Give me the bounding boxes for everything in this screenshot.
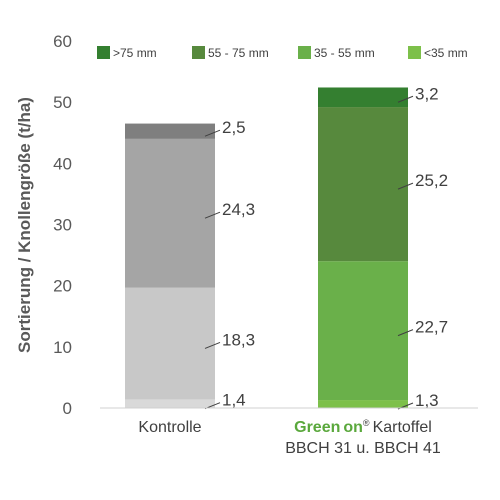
legend-label: 55 - 75 mm	[208, 46, 269, 60]
data-label: 1,3	[415, 391, 439, 410]
data-label-leader	[397, 329, 414, 337]
bars	[125, 87, 408, 408]
data-label: 3,2	[415, 84, 439, 103]
data-label-leader	[204, 211, 221, 219]
brand-name: Green	[294, 419, 340, 436]
data-label-leader	[204, 129, 221, 137]
data-label-leader	[397, 95, 414, 103]
bar-segment	[125, 287, 215, 400]
category-label-brand-line: Green on® Kartoffel	[294, 418, 432, 436]
bar-segment	[125, 138, 215, 288]
legend-label: >75 mm	[113, 46, 157, 60]
category-labels: Kontrolle Green on® Kartoffel BBCH 31 u. BBC…	[138, 418, 440, 457]
y-tick-label: 20	[53, 277, 72, 296]
bar-segment	[318, 261, 408, 401]
data-label: 2,5	[222, 118, 246, 137]
bar-segment	[125, 123, 215, 139]
legend-label: <35 mm	[424, 46, 468, 60]
legend-swatch	[408, 46, 421, 59]
y-axis-label: Sortierung / Knollengröße (t/ha)	[15, 97, 34, 353]
legend-label: 35 - 55 mm	[314, 46, 375, 60]
data-label-leader	[204, 342, 221, 349]
data-label: 1,4	[222, 391, 246, 410]
y-axis-ticks: 0 10 20 30 40 50 60	[53, 32, 72, 418]
bar-segment	[318, 107, 408, 262]
y-axis-title: Sortierung / Knollengröße (t/ha)	[15, 97, 34, 353]
bar-segment	[318, 400, 408, 408]
y-tick-label: 30	[53, 216, 72, 235]
data-label: 18,3	[222, 330, 255, 349]
data-label: 22,7	[415, 318, 448, 337]
y-tick-label: 50	[53, 93, 72, 112]
data-label: 24,3	[222, 200, 255, 219]
y-tick-label: 60	[53, 32, 72, 51]
category-label: Kontrolle	[138, 419, 201, 436]
data-label: 25,2	[415, 171, 448, 190]
category-label-text: Kartoffel	[373, 419, 432, 436]
bar-segment	[318, 87, 408, 108]
y-tick-label: 10	[53, 338, 72, 357]
legend-swatch	[192, 46, 205, 59]
legend-swatch	[97, 46, 110, 59]
y-tick-label: 40	[53, 154, 72, 173]
brand-suffix: on	[343, 419, 363, 436]
legend-swatch	[298, 46, 311, 59]
data-labels: 1,4 18,3 24,3 2,5 1,3 22,7 25,2 3,2	[204, 84, 448, 410]
data-label-leader	[397, 182, 414, 190]
y-tick-label: 0	[63, 399, 72, 418]
bar-segment	[125, 399, 215, 408]
category-label-line2: BBCH 31 u. BBCH 41	[285, 440, 441, 457]
registered-mark: ®	[363, 418, 370, 428]
legend: >75 mm 55 - 75 mm 35 - 55 mm <35 mm	[97, 46, 468, 60]
